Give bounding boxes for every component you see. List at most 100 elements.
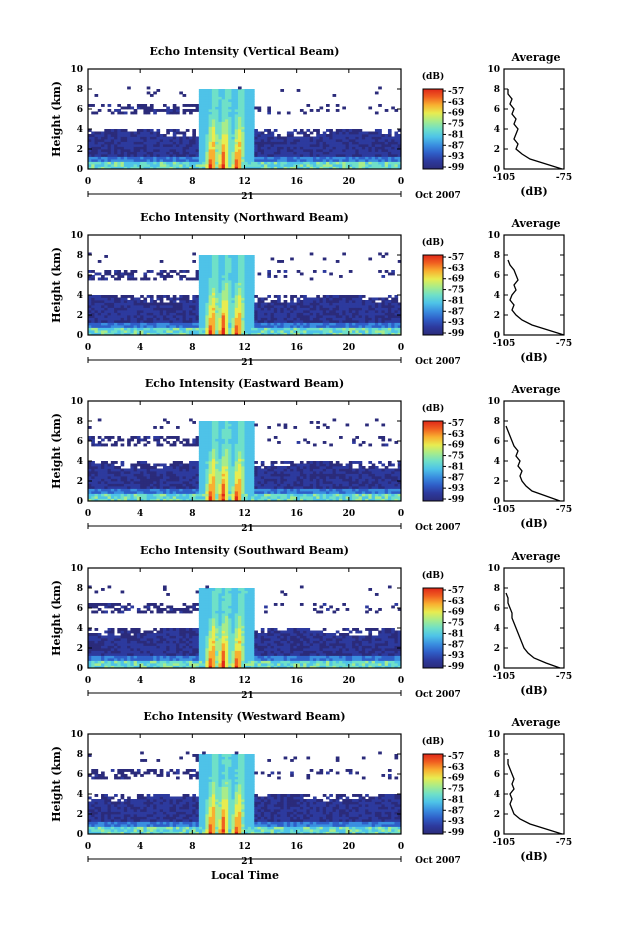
heatmap-cell: [394, 142, 398, 145]
heatmap-cell: [121, 320, 125, 323]
heatmap-cell: [245, 268, 249, 271]
heatmap-cell: [251, 273, 255, 276]
heatmap-cell: [205, 293, 209, 296]
heatmap-cell: [258, 109, 262, 112]
heatmap-cell: [124, 310, 128, 313]
heatmap-cell: [147, 479, 151, 482]
heatmap-cell: [199, 285, 203, 288]
heatmap-cell: [251, 258, 255, 261]
heatmap-cell: [199, 288, 203, 291]
heatmap-cell: [228, 283, 232, 286]
heatmap-cell: [215, 313, 219, 316]
heatmap-cell: [248, 424, 252, 427]
heatmap-cell: [212, 315, 216, 318]
heatmap-cell: [271, 325, 275, 328]
heatmap-cell: [274, 149, 278, 152]
heatmap-cell: [241, 92, 245, 95]
heatmap-cell: [245, 273, 249, 276]
heatmap-cell: [228, 265, 232, 268]
heatmap-cell: [114, 142, 118, 145]
heatmap-cell: [143, 330, 147, 333]
heatmap-cell: [391, 159, 395, 162]
x-tick-label: 16: [290, 177, 303, 187]
heatmap-cell: [199, 446, 203, 449]
heatmap-cell: [163, 152, 167, 155]
heatmap-cell: [287, 157, 291, 160]
heatmap-cell: [176, 137, 180, 140]
heatmap-cell: [316, 144, 320, 147]
heatmap-cell: [101, 134, 105, 137]
heatmap-cell: [186, 479, 190, 482]
heatmap-cell: [284, 315, 288, 318]
heatmap-cell: [245, 104, 249, 107]
heatmap-cell: [271, 142, 275, 145]
heatmap-cell: [333, 162, 337, 165]
heatmap-cell: [160, 273, 164, 276]
heatmap-cell: [130, 474, 134, 477]
heatmap-cell: [199, 474, 203, 477]
heatmap-cell: [199, 114, 203, 117]
heatmap-cell: [394, 159, 398, 162]
heatmap-cell: [150, 303, 154, 306]
heatmap-cell: [359, 328, 363, 331]
heatmap-cell: [104, 494, 108, 497]
heatmap-cell: [179, 464, 183, 467]
heatmap-cell: [372, 142, 376, 145]
heatmap-cell: [218, 124, 222, 127]
heatmap-cell: [153, 313, 157, 316]
heatmap-cell: [183, 479, 187, 482]
heatmap-cell: [238, 318, 242, 321]
y-axis-label: Height (km): [50, 81, 63, 157]
heatmap-cell: [202, 122, 206, 125]
heatmap-cell: [117, 270, 121, 273]
heatmap-cell: [212, 114, 216, 117]
heatmap-cell: [218, 127, 222, 130]
heatmap-cell: [205, 132, 209, 135]
heatmap-cell: [114, 313, 118, 316]
heatmap-cell: [228, 474, 232, 477]
heatmap-cell: [225, 124, 229, 127]
heatmap-cell: [202, 147, 206, 150]
heatmap-cell: [329, 313, 333, 316]
heatmap-cell: [124, 471, 128, 474]
heatmap-cell: [153, 439, 157, 442]
heatmap-cell: [117, 491, 121, 494]
heatmap-cell: [143, 300, 147, 303]
heatmap-cell: [290, 154, 294, 157]
heatmap-cell: [261, 308, 265, 311]
heatmap-cell: [124, 474, 128, 477]
heatmap-cell: [225, 471, 229, 474]
heatmap-cell: [186, 315, 190, 318]
heatmap-cell: [150, 137, 154, 140]
heatmap-cell: [222, 451, 226, 454]
heatmap-cell: [212, 454, 216, 457]
heatmap-cell: [98, 441, 102, 444]
heatmap-cell: [287, 310, 291, 313]
heatmap-cell: [225, 454, 229, 457]
heatmap-cell: [124, 486, 128, 489]
heatmap-cell: [173, 300, 177, 303]
colorbar: [423, 255, 443, 335]
heatmap-cell: [218, 94, 222, 97]
heatmap-cell: [388, 144, 392, 147]
heatmap-cell: [91, 489, 95, 492]
heatmap-cell: [205, 439, 209, 442]
heatmap-cell: [209, 444, 213, 447]
heatmap-cell: [225, 439, 229, 442]
heatmap-cell: [202, 134, 206, 137]
heatmap-cell: [290, 325, 294, 328]
heatmap-cell: [267, 273, 271, 276]
heatmap-cell: [134, 313, 138, 316]
heatmap-cell: [173, 489, 177, 492]
heatmap-cell: [153, 325, 157, 328]
heatmap-cell: [163, 295, 167, 298]
heatmap-cell: [215, 142, 219, 145]
heatmap-cell: [212, 474, 216, 477]
heatmap-cell: [293, 152, 297, 155]
heatmap-cell: [160, 489, 164, 492]
heatmap-cell: [342, 325, 346, 328]
heatmap-cell: [202, 104, 206, 107]
heatmap-cell: [160, 328, 164, 331]
heatmap-cell: [114, 129, 118, 132]
heatmap-cell: [160, 484, 164, 487]
